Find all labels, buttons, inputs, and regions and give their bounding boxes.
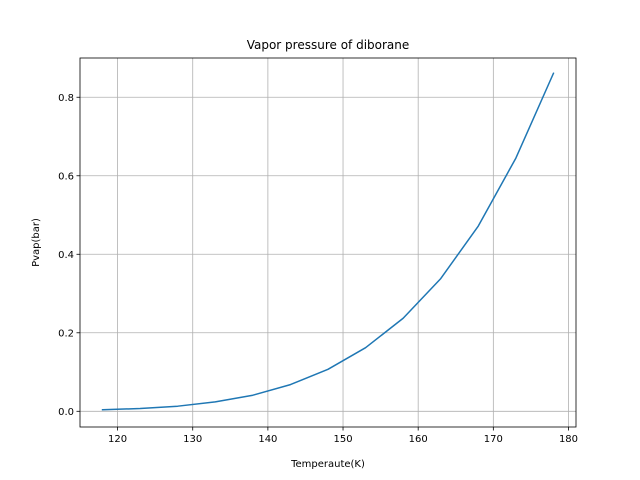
y-tick-label: 0.2 [58, 328, 74, 339]
x-tick-label: 180 [559, 434, 578, 445]
y-tick-label: 0.8 [58, 93, 74, 104]
x-axis: 120 130 140 150 160 170 180 [108, 427, 578, 445]
x-tick-label: 130 [183, 434, 202, 445]
y-axis-label: Pvap(bar) [31, 218, 42, 267]
series-layer [101, 72, 555, 411]
y-tick-label: 0.4 [58, 250, 74, 261]
y-axis: 0.0 0.2 0.4 0.6 0.8 [58, 93, 80, 418]
x-tick-label: 150 [333, 434, 352, 445]
y-tick-label: 0.6 [58, 171, 74, 182]
plot-frame [79, 57, 577, 428]
x-tick-label: 140 [258, 434, 277, 445]
x-tick-label: 160 [409, 434, 428, 445]
series-line [101, 72, 555, 411]
x-tick-label: 170 [484, 434, 503, 445]
chart-title: Vapor pressure of diborane [247, 38, 410, 52]
x-tick-label: 120 [108, 434, 127, 445]
grid-lines [80, 58, 576, 427]
x-axis-label: Temperaute(K) [290, 459, 365, 470]
y-tick-label: 0.0 [58, 407, 74, 418]
